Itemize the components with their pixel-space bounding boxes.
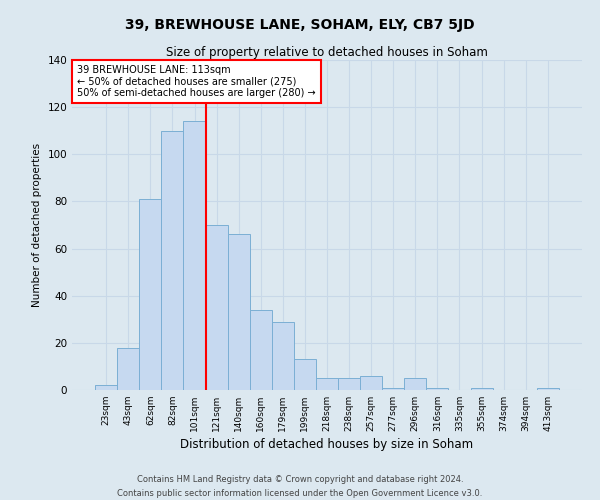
- Bar: [250, 310, 272, 390]
- Bar: [294, 360, 316, 390]
- Y-axis label: Number of detached properties: Number of detached properties: [32, 143, 42, 307]
- Bar: [382, 388, 404, 390]
- Bar: [227, 234, 250, 390]
- Bar: [272, 322, 294, 390]
- Text: Contains HM Land Registry data © Crown copyright and database right 2024.
Contai: Contains HM Land Registry data © Crown c…: [118, 476, 482, 498]
- Bar: [139, 199, 161, 390]
- Bar: [338, 378, 360, 390]
- Text: 39 BREWHOUSE LANE: 113sqm
← 50% of detached houses are smaller (275)
50% of semi: 39 BREWHOUSE LANE: 113sqm ← 50% of detac…: [77, 65, 316, 98]
- Bar: [537, 388, 559, 390]
- Bar: [470, 388, 493, 390]
- Bar: [206, 225, 227, 390]
- Bar: [404, 378, 427, 390]
- Bar: [117, 348, 139, 390]
- X-axis label: Distribution of detached houses by size in Soham: Distribution of detached houses by size …: [181, 438, 473, 451]
- Bar: [316, 378, 338, 390]
- Title: Size of property relative to detached houses in Soham: Size of property relative to detached ho…: [166, 46, 488, 59]
- Bar: [95, 386, 117, 390]
- Bar: [360, 376, 382, 390]
- Bar: [184, 122, 206, 390]
- Bar: [161, 130, 184, 390]
- Text: 39, BREWHOUSE LANE, SOHAM, ELY, CB7 5JD: 39, BREWHOUSE LANE, SOHAM, ELY, CB7 5JD: [125, 18, 475, 32]
- Bar: [427, 388, 448, 390]
